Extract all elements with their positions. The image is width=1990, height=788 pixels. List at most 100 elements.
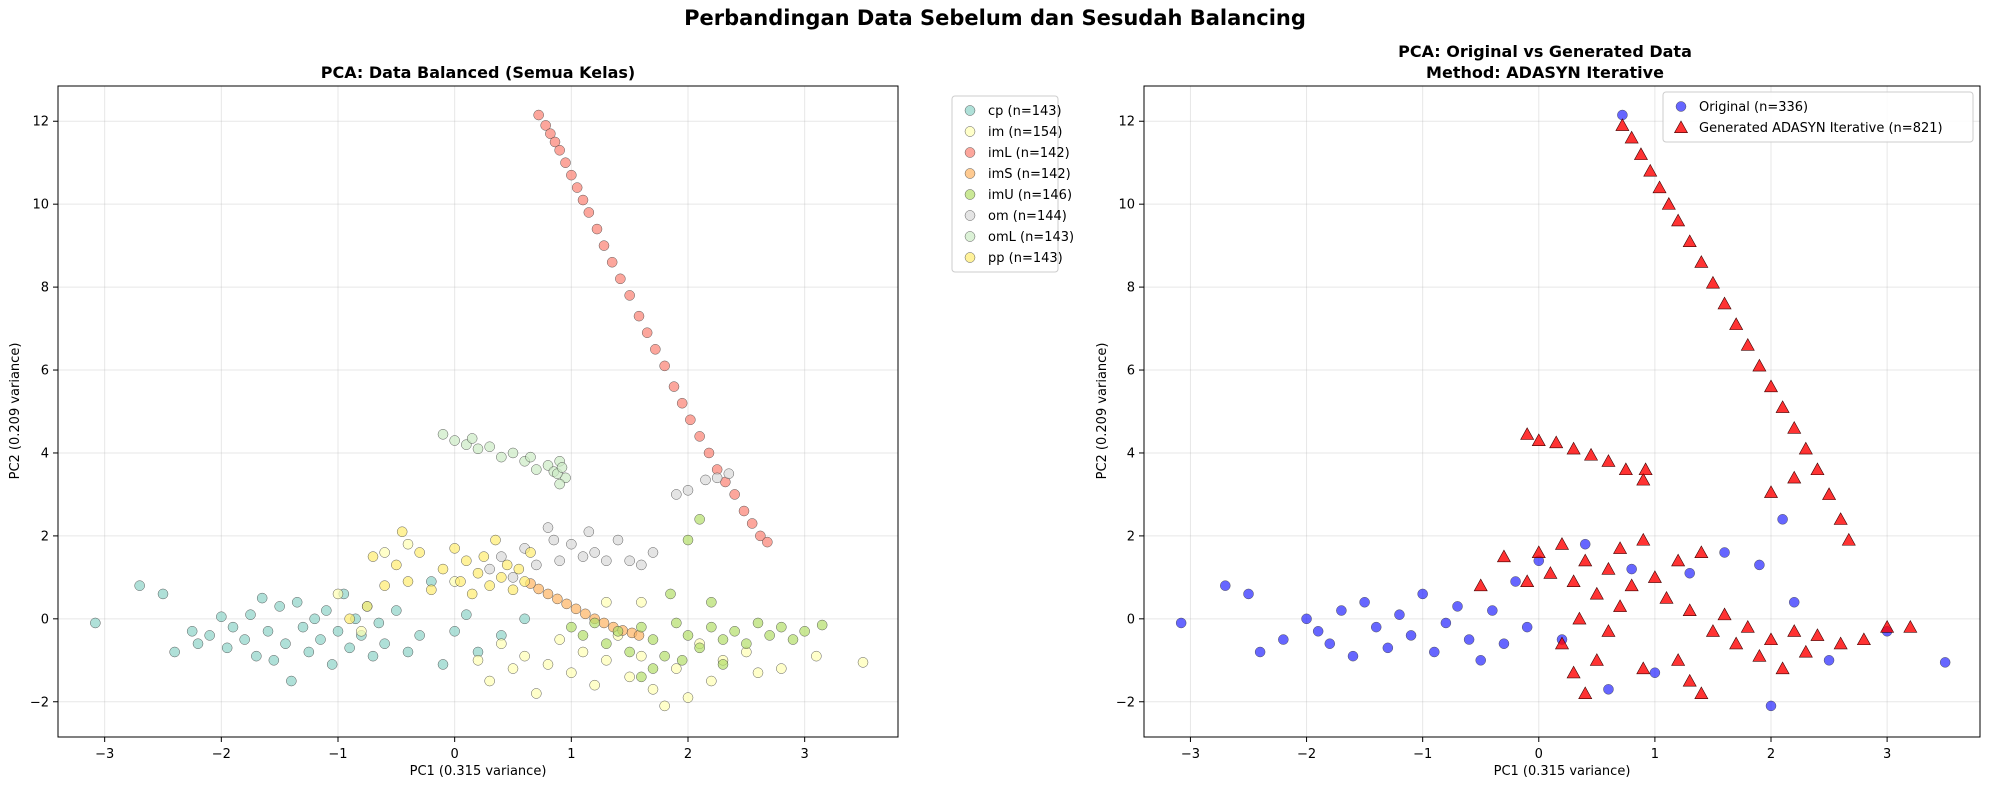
data-point — [472, 568, 484, 579]
data-point — [484, 580, 495, 591]
data-point — [542, 522, 554, 533]
data-point — [367, 650, 379, 662]
y-tick-label: 6 — [41, 364, 49, 379]
data-point — [706, 675, 717, 687]
legend-marker — [964, 168, 976, 179]
data-point — [583, 207, 595, 218]
data-point — [1833, 512, 1848, 525]
data-point — [437, 563, 449, 575]
data-point — [437, 429, 449, 440]
data-point — [134, 580, 145, 591]
data-point — [566, 169, 577, 181]
data-point — [703, 447, 715, 459]
data-point — [682, 692, 694, 703]
series-0 — [90, 576, 530, 687]
data-point — [373, 617, 385, 629]
y-tick-label: 8 — [41, 281, 49, 296]
data-point — [752, 617, 764, 629]
y-tick-label: 2 — [1127, 529, 1135, 544]
data-point — [1578, 686, 1593, 699]
data-point — [519, 576, 530, 587]
data-point — [1775, 661, 1790, 675]
x-tick-label: 1 — [1651, 747, 1659, 762]
legend-label: cp (n=143) — [988, 104, 1062, 119]
data-point — [204, 630, 215, 641]
data-point — [379, 547, 390, 558]
data-point — [601, 555, 612, 566]
data-point — [1312, 626, 1324, 637]
data-point — [601, 597, 612, 608]
data-point — [857, 657, 869, 668]
data-point — [598, 240, 610, 251]
data-point — [1823, 655, 1835, 666]
data-point — [455, 576, 466, 587]
data-point — [1754, 559, 1765, 571]
data-point — [671, 663, 682, 674]
data-point — [665, 588, 676, 600]
data-point — [577, 194, 589, 206]
data-point — [561, 598, 572, 610]
legend-label: Original (n=336) — [1699, 100, 1808, 115]
data-point — [1324, 638, 1335, 649]
data-point — [1359, 597, 1370, 608]
data-point — [1475, 655, 1486, 666]
data-point — [531, 688, 542, 699]
data-point — [1520, 427, 1535, 440]
x-tick-label: 2 — [684, 747, 692, 762]
data-point — [461, 555, 472, 566]
x-tick-label: −1 — [328, 747, 347, 762]
y-tick-label: −2 — [1116, 695, 1135, 710]
data-point — [1371, 621, 1382, 633]
legend-marker — [964, 189, 976, 200]
data-point — [1682, 673, 1697, 687]
data-point — [303, 646, 315, 658]
data-point — [554, 634, 565, 645]
data-point — [668, 381, 680, 392]
data-point — [344, 613, 355, 625]
data-point — [1647, 570, 1662, 583]
data-point — [1705, 624, 1720, 637]
data-point — [816, 619, 828, 631]
data-point — [239, 634, 250, 645]
data-point — [706, 621, 717, 633]
data-point — [1175, 617, 1187, 629]
data-point — [280, 638, 291, 649]
data-point — [571, 182, 583, 193]
legend-marker — [964, 210, 976, 221]
data-point — [262, 626, 274, 637]
data-point — [671, 489, 682, 500]
data-point — [636, 621, 647, 633]
y-tick-label: 0 — [41, 612, 49, 627]
data-point — [332, 588, 344, 600]
data-point — [1347, 650, 1359, 662]
series-1 — [332, 538, 869, 712]
right-chart-title: PCA: Original vs Generated Data — [1398, 42, 1692, 61]
data-point — [1659, 590, 1674, 604]
data-point — [291, 597, 303, 608]
series-5 — [484, 468, 735, 583]
left-x-axis-label: PC1 (0.315 variance) — [410, 764, 547, 779]
data-point — [361, 601, 373, 612]
data-point — [1301, 613, 1312, 625]
data-point — [1729, 636, 1744, 650]
data-point — [490, 534, 501, 546]
data-point — [402, 538, 414, 550]
data-point — [507, 663, 519, 674]
data-point — [612, 534, 624, 546]
data-point — [525, 451, 536, 463]
data-point — [624, 290, 635, 301]
data-point — [321, 605, 332, 616]
data-point — [1682, 234, 1697, 247]
data-point — [1463, 634, 1475, 645]
data-point — [636, 559, 647, 571]
data-point — [251, 650, 262, 662]
data-point — [1615, 118, 1630, 131]
data-point — [1589, 586, 1604, 600]
data-point — [548, 534, 560, 546]
data-point — [1789, 597, 1800, 608]
data-point — [379, 638, 390, 649]
x-tick-label: −3 — [95, 747, 114, 762]
data-point — [496, 451, 507, 463]
data-point — [437, 659, 449, 670]
left-plot-frame — [57, 85, 899, 738]
